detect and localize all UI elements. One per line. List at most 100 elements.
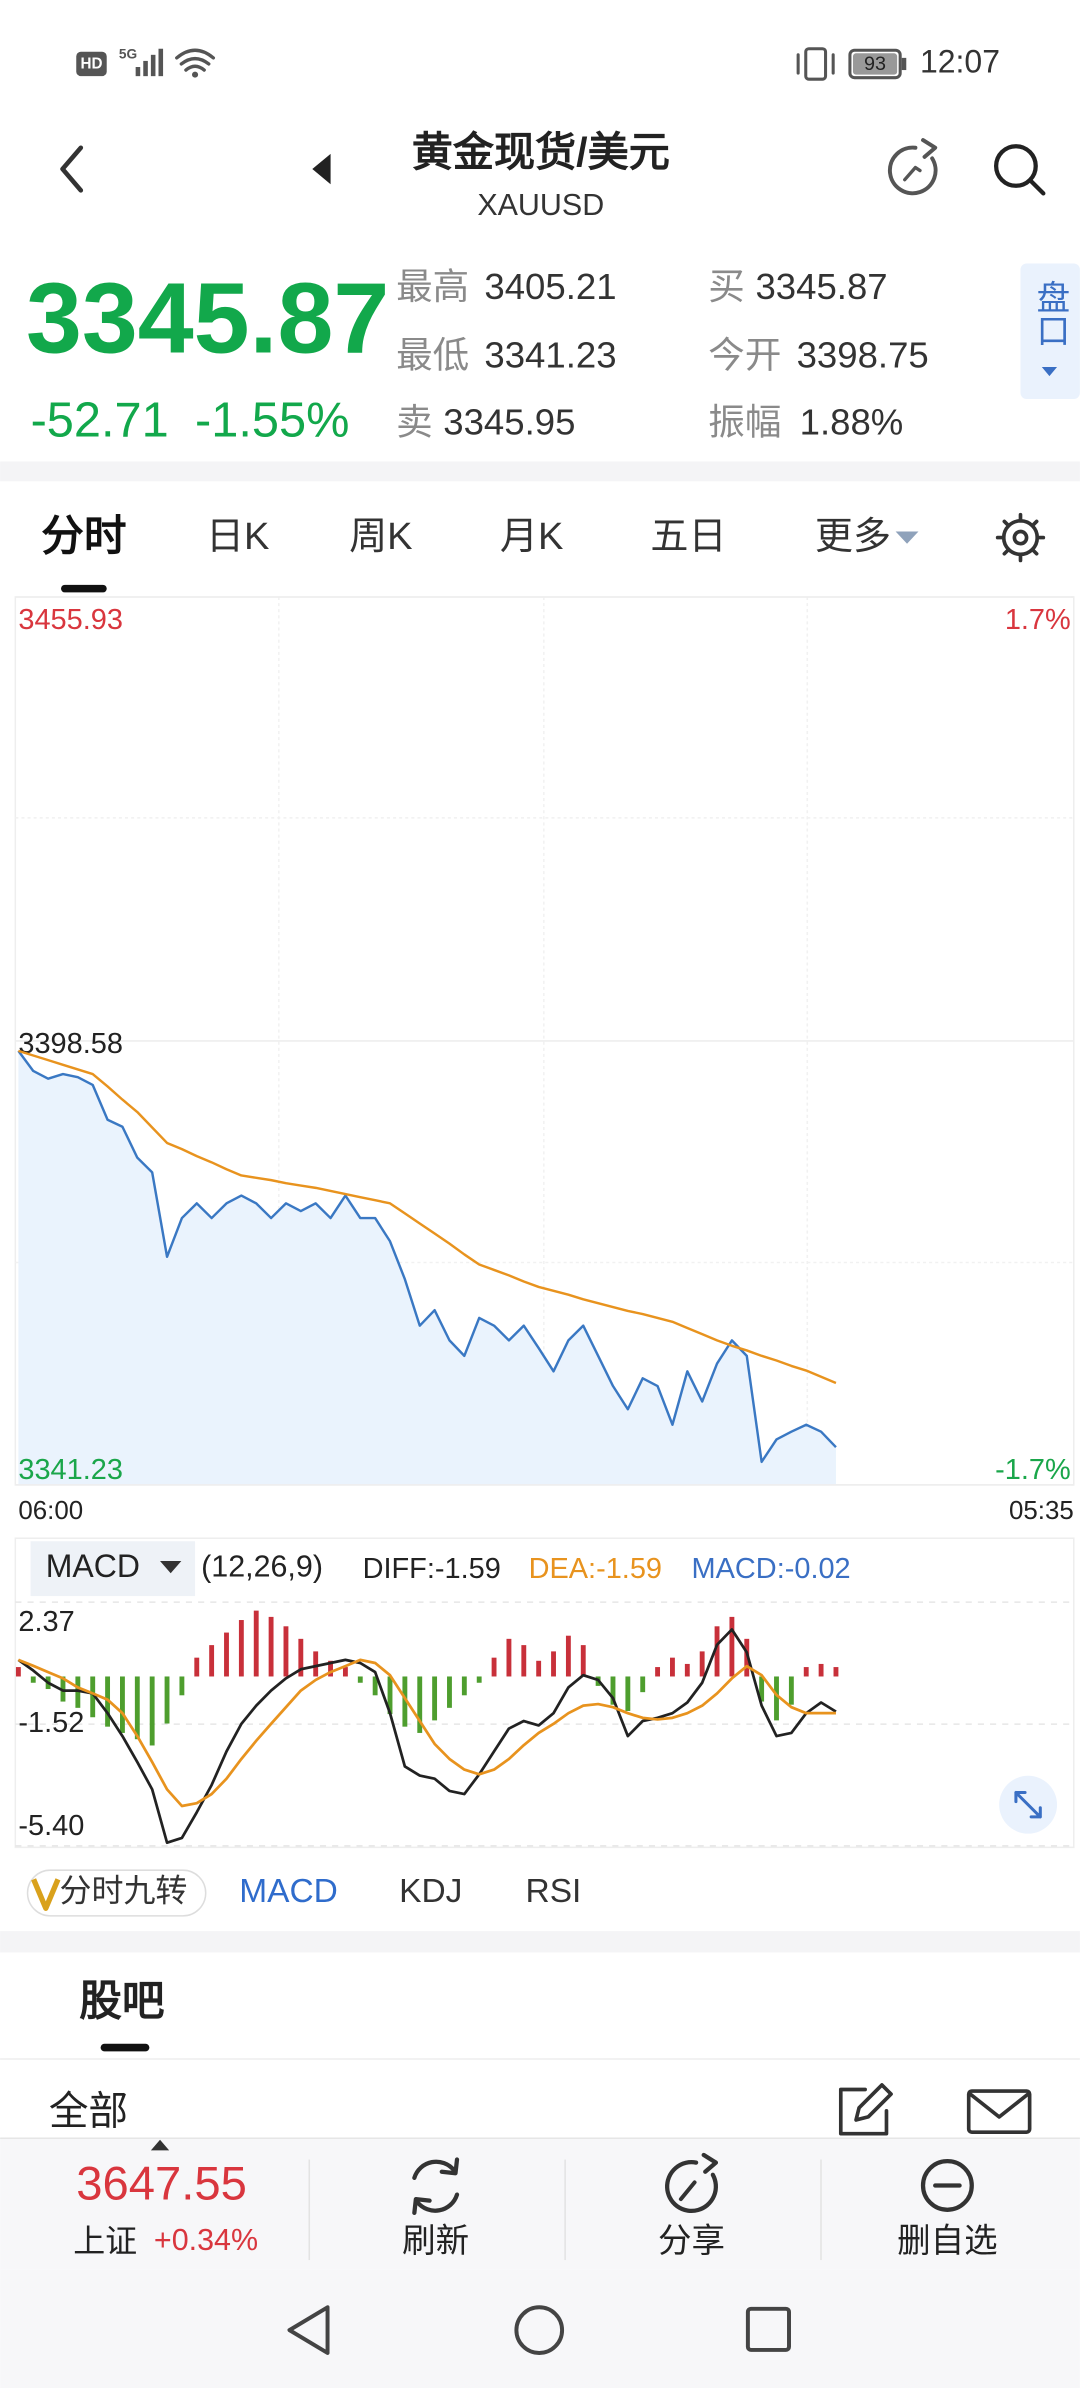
title: 黄金现货/美元	[412, 129, 670, 175]
shape[interactable]	[678, 2180, 697, 2202]
tab[interactable]: 周K	[349, 516, 412, 558]
shape[interactable]	[838, 2087, 889, 2136]
macd-bar	[432, 1676, 438, 1721]
action-label[interactable]: 刷新	[402, 2223, 469, 2260]
macd-bar	[655, 1667, 661, 1677]
shape	[0, 2269, 1080, 2388]
y-tick-label: 3455.93	[18, 604, 123, 636]
action-label[interactable]: 删自选	[897, 2223, 998, 2260]
macd-bar	[461, 1676, 467, 1696]
nav-home[interactable]	[514, 2305, 565, 2355]
macd-bar	[120, 1676, 125, 1733]
macd-bar	[699, 1651, 705, 1677]
code: XAUUSD	[477, 188, 604, 222]
shape	[852, 53, 898, 75]
y2-tick-label: 1.7%	[1005, 604, 1071, 636]
stat-value: 3405.21	[484, 266, 616, 307]
macd-bar	[491, 1657, 497, 1677]
shape	[150, 54, 156, 77]
shape[interactable]	[1029, 179, 1046, 196]
shape[interactable]	[887, 145, 938, 196]
macd-bar	[298, 1638, 304, 1677]
bottom-bar-bg	[0, 2138, 1080, 2270]
shape[interactable]	[993, 144, 1038, 188]
index-name[interactable]: 上证	[73, 2223, 137, 2259]
remove-watchlist-action[interactable]: 删自选	[897, 2158, 998, 2260]
macd-bar	[30, 1676, 36, 1683]
shape[interactable]	[903, 165, 922, 182]
tab[interactable]: 五日	[650, 516, 726, 558]
macd-bar	[536, 1660, 542, 1677]
indicator-tab[interactable]: RSI	[526, 1873, 582, 1910]
macd-bar	[268, 1616, 274, 1677]
stat-value: 3345.87	[755, 266, 887, 307]
macd-bar	[209, 1645, 215, 1677]
index-change[interactable]: +0.34%	[154, 2223, 258, 2257]
tab[interactable]: 分时	[41, 512, 126, 560]
hd-text: HD	[80, 56, 102, 73]
price-line	[17, 1050, 837, 1464]
macd-bar	[788, 1676, 794, 1705]
macd-bar	[565, 1635, 571, 1677]
order-book-label[interactable]: 盘口	[1031, 280, 1069, 347]
indicator-tab[interactable]: KDJ	[399, 1873, 462, 1910]
shape[interactable]	[968, 2092, 1030, 2119]
expand-button[interactable]	[999, 1775, 1058, 1834]
action-label[interactable]: 分享	[658, 2223, 725, 2260]
shape[interactable]	[665, 2160, 718, 2213]
shape[interactable]	[854, 2083, 893, 2122]
shape[interactable]	[1041, 367, 1058, 377]
shape[interactable]	[1014, 1791, 1042, 1819]
nav-back[interactable]	[287, 2305, 330, 2355]
refresh-action[interactable]: 刷新	[402, 2157, 469, 2261]
network: 5G	[119, 46, 137, 61]
tab[interactable]: 更多	[815, 516, 891, 558]
indicator-params: (12,26,9)	[201, 1550, 323, 1584]
compose-button[interactable]	[838, 2083, 893, 2136]
y-tick-label: -5.40	[18, 1810, 84, 1842]
indicator-tab[interactable]: MACD	[239, 1873, 338, 1910]
macd-bar	[253, 1610, 259, 1677]
prev-button[interactable]	[312, 153, 331, 185]
index-ticker[interactable]: 3647.55 上证 +0.34%	[73, 2157, 258, 2258]
shape[interactable]	[995, 512, 1046, 563]
macd-bar	[670, 1657, 675, 1677]
nine-turn-pill[interactable]	[26, 1869, 207, 1917]
settings-button[interactable]	[995, 512, 1046, 563]
indicator-readout: MACD:-0.02	[692, 1553, 851, 1585]
tab[interactable]: 月K	[500, 516, 563, 558]
macd-bar	[402, 1676, 408, 1727]
shape[interactable]	[921, 138, 938, 159]
nav-recent[interactable]	[745, 2306, 791, 2352]
search-button[interactable]	[993, 144, 1046, 196]
macd-bar	[134, 1676, 140, 1740]
share-action[interactable]: 分享	[658, 2152, 725, 2260]
shape[interactable]	[920, 2158, 974, 2212]
refresh-button[interactable]	[887, 138, 938, 196]
stat-value: 1.88%	[800, 402, 904, 443]
macd-bar	[75, 1676, 81, 1708]
macd-bar	[521, 1645, 527, 1677]
forum-filter[interactable]: 全部	[49, 2089, 128, 2133]
y-tick-label: -1.52	[18, 1707, 84, 1739]
shape[interactable]	[412, 2159, 460, 2213]
macd-bar	[90, 1676, 96, 1718]
back-button[interactable]	[60, 145, 84, 193]
shape[interactable]	[966, 2089, 1032, 2134]
tab-indicator	[61, 584, 107, 593]
shape[interactable]	[701, 2152, 719, 2174]
shape[interactable]	[1020, 263, 1080, 400]
macd-bar	[15, 1667, 21, 1677]
forum: 股吧 全部	[0, 1977, 1080, 2136]
message-button[interactable]	[966, 2089, 1032, 2134]
vibrate-icon	[804, 47, 828, 81]
tab[interactable]: 日K	[206, 516, 269, 558]
index-value[interactable]: 3647.55	[76, 2157, 247, 2210]
forum-title: 股吧	[79, 1977, 164, 2025]
macd-bar	[759, 1676, 765, 1702]
shape[interactable]	[1012, 529, 1029, 546]
macd-bar	[610, 1676, 616, 1705]
shape[interactable]	[412, 2157, 460, 2215]
order-book-button[interactable]: 盘口	[1020, 263, 1080, 400]
